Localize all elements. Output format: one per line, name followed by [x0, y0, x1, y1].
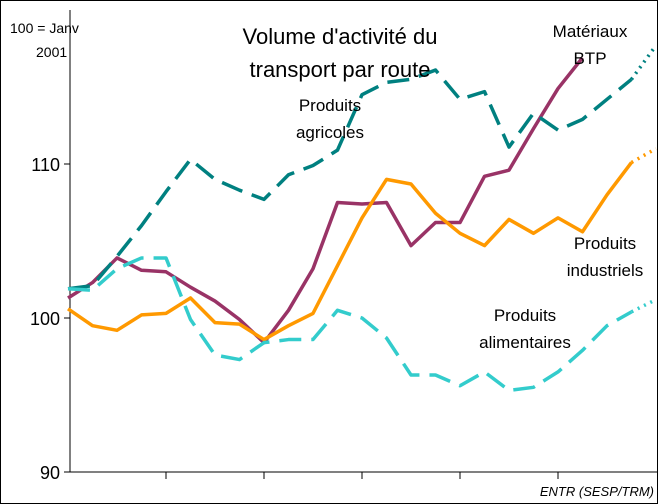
projection-line [630, 297, 657, 314]
source: ENTR (SESP/TRM) [539, 484, 654, 499]
series-label: Produits agricoles [295, 96, 365, 142]
series-line [67, 256, 633, 393]
series-line [67, 161, 633, 342]
base-note: 100 = Janv [10, 20, 79, 36]
y-tick-label: 100 [30, 309, 60, 329]
base-year: 2001 [36, 44, 68, 60]
y-tick-label: 90 [40, 463, 60, 483]
series-label: Produits alimentaires [479, 306, 571, 352]
chart-title: Volume d'activité du transport par route [242, 24, 438, 82]
y-tick-label: 110 [31, 155, 60, 175]
series-line [67, 68, 633, 291]
projection-line [630, 147, 657, 164]
series-line [67, 56, 584, 345]
series-label: Matériaux BTP [552, 22, 628, 68]
series-label: Produits industriels [566, 234, 644, 280]
